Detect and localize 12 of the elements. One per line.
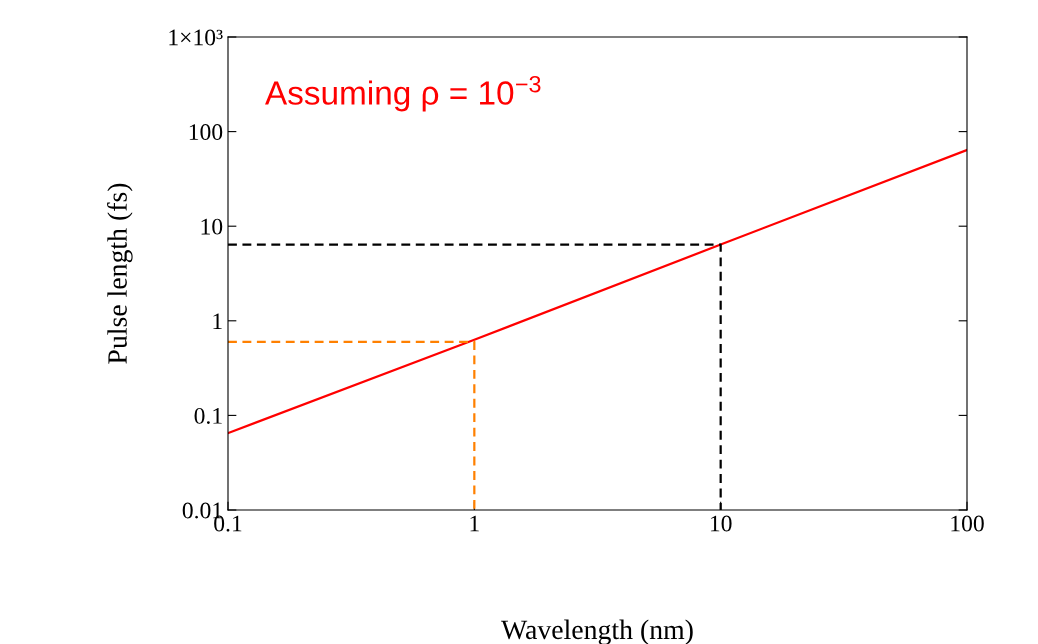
- y-axis-title: Pulse length (fs): [107, 183, 133, 364]
- annotation: Assuming ρ = 10$^{−3}$: [265, 75, 541, 112]
- y-tick-label: 1×10³: [169, 29, 223, 46]
- x-tick-label: 10: [710, 515, 732, 532]
- y-tick-label: 100: [189, 124, 223, 141]
- x-tick-label: 1: [470, 515, 479, 532]
- x-tick-label: 100: [951, 515, 984, 532]
- line-series: [228, 148, 967, 435]
- x-axis-title: Wavelength (nm): [501, 619, 693, 644]
- y-tick-label: 0.1: [194, 407, 222, 424]
- y-tick-label: 1: [213, 313, 222, 329]
- y-tick-label: 10: [201, 218, 223, 235]
